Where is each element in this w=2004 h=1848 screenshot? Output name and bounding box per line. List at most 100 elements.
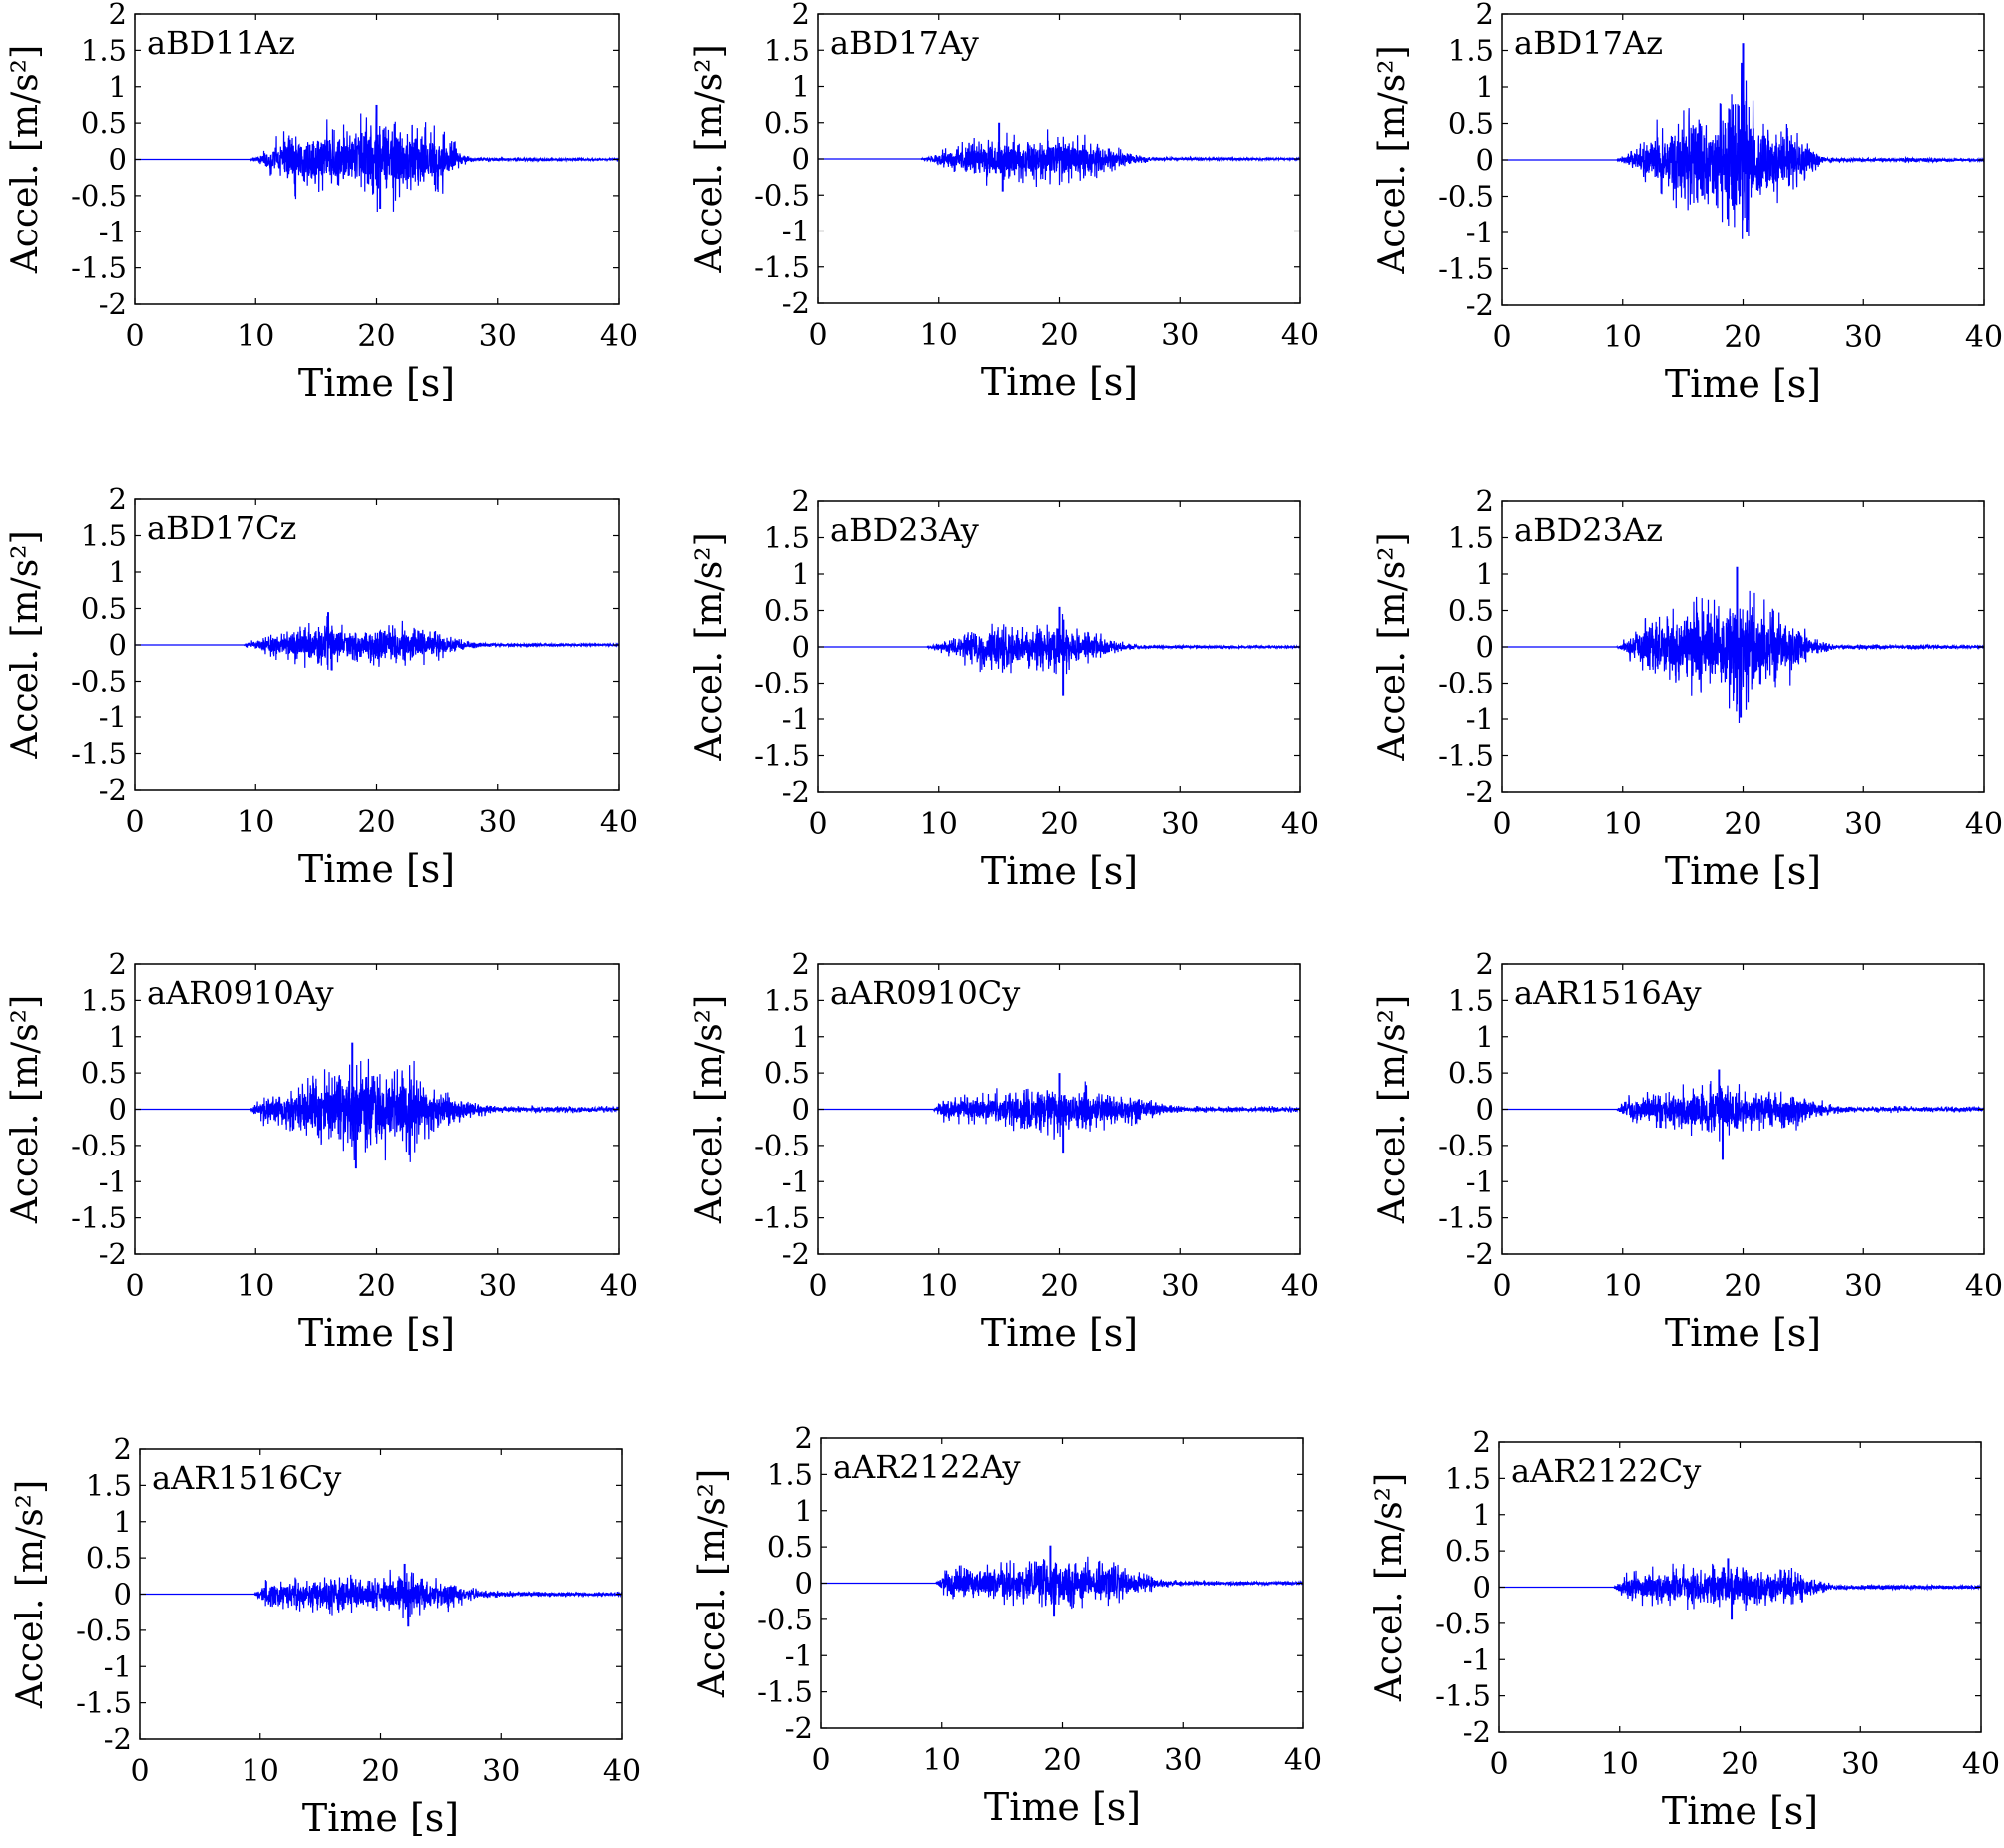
y-tick-label: -1 [785, 1638, 813, 1672]
signal-trace [135, 616, 619, 670]
subplot-title: aBD11Az [147, 24, 295, 62]
x-tick-label: 10 [923, 1743, 961, 1778]
y-axis-label: Accel. [m/s²] [5, 45, 46, 274]
signal-trace [1499, 1563, 1981, 1611]
x-tick-label: 0 [1489, 1747, 1508, 1782]
y-tick-label: 0.5 [86, 1541, 132, 1575]
y-tick-label: 1.5 [1448, 521, 1494, 555]
x-tick-label: 30 [1164, 1743, 1202, 1778]
y-tick-label: -2 [104, 1722, 132, 1756]
signal-trace [135, 1058, 619, 1162]
x-tick-label: 40 [1962, 1747, 2000, 1782]
y-tick-label: -1 [782, 1164, 810, 1198]
y-tick-label: -2 [99, 1237, 127, 1271]
x-tick-label: 40 [603, 1754, 641, 1789]
y-tick-label: 1.5 [81, 983, 127, 1017]
y-tick-label: -0.5 [757, 1603, 813, 1636]
y-tick-label: 1.5 [81, 33, 127, 67]
y-tick-label: 0 [792, 630, 810, 664]
y-tick-label: 0 [1476, 143, 1494, 177]
x-tick-label: 30 [1844, 320, 1882, 355]
subplot-title: aAR1516Ay [1514, 974, 1702, 1012]
y-tick-label: 0.5 [81, 592, 127, 626]
x-tick-label: 10 [1601, 1747, 1639, 1782]
x-tick-label: 40 [1281, 807, 1319, 842]
y-tick-label: -1.5 [71, 251, 127, 285]
x-tick-label: 0 [808, 318, 827, 353]
y-tick-label: 2 [109, 0, 127, 31]
x-tick-label: 20 [1721, 1747, 1758, 1782]
x-tick-label: 0 [130, 1754, 149, 1789]
x-tick-label: 20 [1724, 320, 1761, 355]
x-tick-label: 30 [1161, 318, 1199, 353]
x-tick-label: 20 [1040, 807, 1078, 842]
x-tick-label: 0 [1492, 320, 1511, 355]
x-tick-label: 40 [1965, 320, 2003, 355]
y-axis-label: Accel. [m/s²] [5, 995, 46, 1224]
y-tick-label: -1.5 [1438, 1201, 1494, 1235]
y-tick-label: 0 [114, 1578, 132, 1612]
y-tick-label: 1 [109, 555, 127, 589]
x-axis-label: Time [s] [298, 1311, 455, 1355]
y-tick-label: 2 [114, 1432, 132, 1466]
signal-trace [1502, 1081, 1984, 1142]
subplot-title: aAR0910Cy [830, 974, 1020, 1012]
y-tick-label: -0.5 [71, 665, 127, 698]
subplot-aBD11Az: 0 10 20 30 4021.510.50-0.5-1-1.5-2aBD11AzTim… [5, 0, 638, 405]
signal-trace [818, 613, 1300, 675]
x-tick-label: 40 [1965, 807, 2003, 842]
y-axis-label: Accel. [m/s²] [1369, 1473, 1410, 1702]
x-tick-label: 0 [808, 1269, 827, 1304]
x-tick-label: 30 [1841, 1747, 1879, 1782]
x-axis-label: Time [s] [298, 847, 455, 891]
y-tick-label: 1.5 [764, 983, 810, 1017]
y-tick-label: -0.5 [754, 667, 810, 700]
y-tick-label: -2 [782, 775, 810, 809]
x-tick-label: 30 [479, 1269, 517, 1304]
x-tick-label: 0 [808, 807, 827, 842]
y-tick-label: 1 [792, 70, 810, 104]
signal-trace [818, 129, 1300, 187]
x-axis-label: Time [s] [1665, 362, 1821, 406]
y-tick-label: -0.5 [754, 178, 810, 212]
y-tick-label: 1.5 [1448, 34, 1494, 68]
y-tick-label: -1.5 [1435, 1679, 1491, 1713]
subplot-aBD17Cz: 0 10 20 30 4021.510.50-0.5-1-1.5-2aBD17CzTim… [5, 482, 638, 891]
subplot-aAR0910Cy: 0 10 20 30 4021.510.50-0.5-1-1.5-2aAR0910CyT… [689, 947, 1319, 1355]
y-tick-label: -2 [782, 286, 810, 320]
y-tick-label: -1.5 [1438, 252, 1494, 286]
y-tick-label: -1 [99, 700, 127, 734]
x-tick-label: 20 [357, 1269, 395, 1304]
y-tick-label: -0.5 [1435, 1607, 1491, 1640]
y-tick-label: -2 [99, 773, 127, 807]
x-tick-label: 10 [237, 1269, 274, 1304]
x-axis-label: Time [s] [1665, 849, 1821, 893]
x-tick-label: 20 [1724, 807, 1761, 842]
x-tick-label: 40 [600, 319, 638, 354]
y-tick-label: -0.5 [754, 1129, 810, 1162]
x-tick-label: 30 [1161, 807, 1199, 842]
signal-trace [1502, 62, 1984, 239]
y-tick-label: -2 [782, 1237, 810, 1271]
y-tick-label: 0 [109, 143, 127, 177]
y-axis-label: Accel. [m/s²] [10, 1480, 51, 1709]
y-tick-label: 1 [792, 1020, 810, 1054]
y-tick-label: 1 [1473, 1498, 1491, 1532]
x-axis-label: Time [s] [1665, 1311, 1821, 1355]
y-tick-label: -0.5 [1438, 667, 1494, 700]
x-tick-label: 30 [479, 805, 517, 840]
x-tick-label: 10 [1604, 320, 1642, 355]
y-tick-label: 1 [109, 70, 127, 104]
y-tick-label: 1 [792, 557, 810, 591]
y-tick-label: 2 [1476, 484, 1494, 518]
y-tick-label: 1 [1476, 1020, 1494, 1054]
y-tick-label: 0.5 [81, 1056, 127, 1090]
x-tick-label: 0 [125, 805, 144, 840]
y-tick-label: 0.5 [1448, 594, 1494, 628]
x-tick-label: 30 [1161, 1269, 1199, 1304]
y-tick-label: 0 [795, 1567, 813, 1601]
subplot-title: aAR2122Ay [833, 1448, 1021, 1486]
x-tick-label: 10 [920, 318, 958, 353]
y-tick-label: -2 [1466, 1237, 1494, 1271]
